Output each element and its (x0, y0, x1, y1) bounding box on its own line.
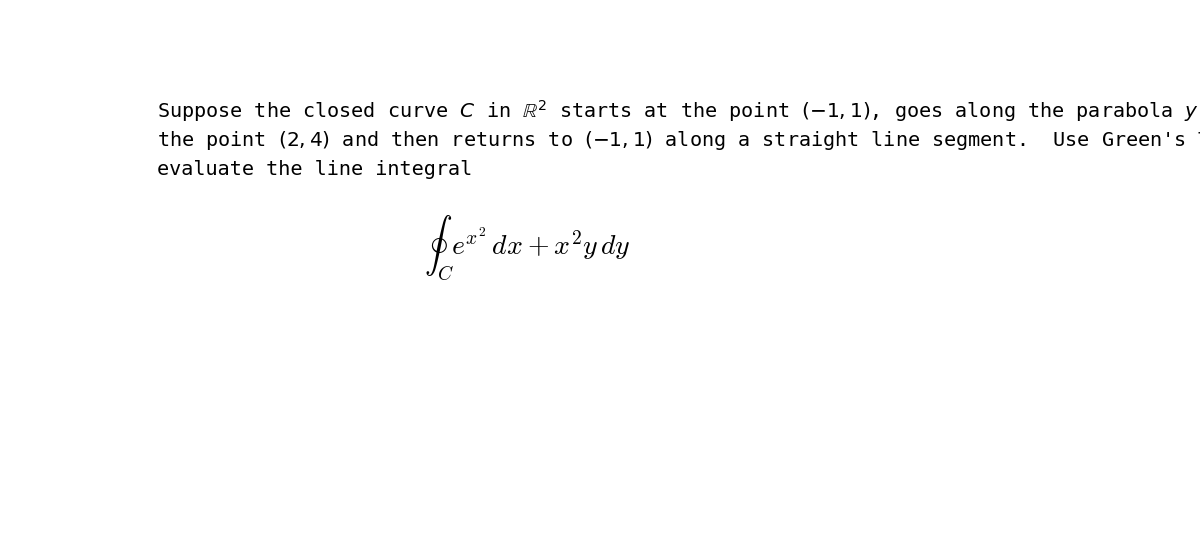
Text: evaluate the line integral: evaluate the line integral (157, 160, 473, 179)
Text: the point $(2, 4)$ and then returns to $(-1, 1)$ along a straight line segment. : the point $(2, 4)$ and then returns to $… (157, 129, 1200, 152)
Text: $\oint_C e^{x^2}\,dx + x^2 y\,dy$: $\oint_C e^{x^2}\,dx + x^2 y\,dy$ (425, 214, 631, 283)
Text: Suppose the closed curve $C$ in $\mathbb{R}^2$ starts at the point $(-1, 1)$, go: Suppose the closed curve $C$ in $\mathbb… (157, 98, 1200, 124)
